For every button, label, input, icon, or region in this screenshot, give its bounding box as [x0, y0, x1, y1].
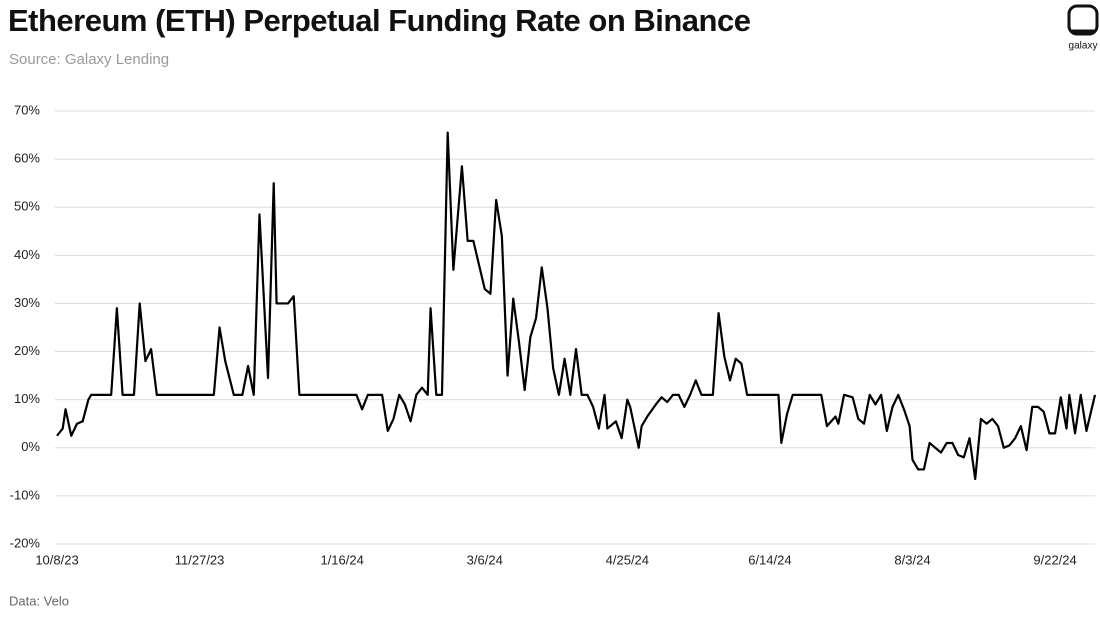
y-tick-label: 20%: [14, 343, 40, 358]
chart-title: Ethereum (ETH) Perpetual Funding Rate on…: [8, 3, 751, 38]
x-tick-label: 1/16/24: [320, 552, 363, 567]
y-tick-label: 30%: [14, 295, 40, 310]
logo-text: galaxy: [1069, 41, 1098, 52]
logo: galaxy: [1067, 4, 1099, 52]
y-tick-label: 40%: [14, 247, 40, 262]
x-tick-label: 4/25/24: [606, 552, 649, 567]
y-tick-label: -10%: [10, 487, 41, 502]
data-line: [56, 131, 1097, 481]
x-tick-label: 11/27/23: [175, 552, 225, 567]
y-tick-label: 0%: [21, 439, 40, 454]
x-tick-label: 9/22/24: [1033, 552, 1076, 567]
chart-subtitle: Source: Galaxy Lending: [9, 51, 169, 68]
y-tick-label: 50%: [14, 199, 40, 214]
logo-icon: [1067, 4, 1099, 36]
x-tick-label: 6/14/24: [748, 552, 791, 567]
y-tick-label: 60%: [14, 151, 40, 166]
x-tick-label: 8/3/24: [894, 552, 930, 567]
y-tick-label: 70%: [14, 102, 40, 117]
y-tick-label: 10%: [14, 391, 40, 406]
data-note: Data: Velo: [9, 593, 69, 608]
x-tick-label: 10/8/23: [35, 552, 78, 567]
x-tick-label: 3/6/24: [467, 552, 503, 567]
y-tick-label: -20%: [10, 535, 41, 550]
